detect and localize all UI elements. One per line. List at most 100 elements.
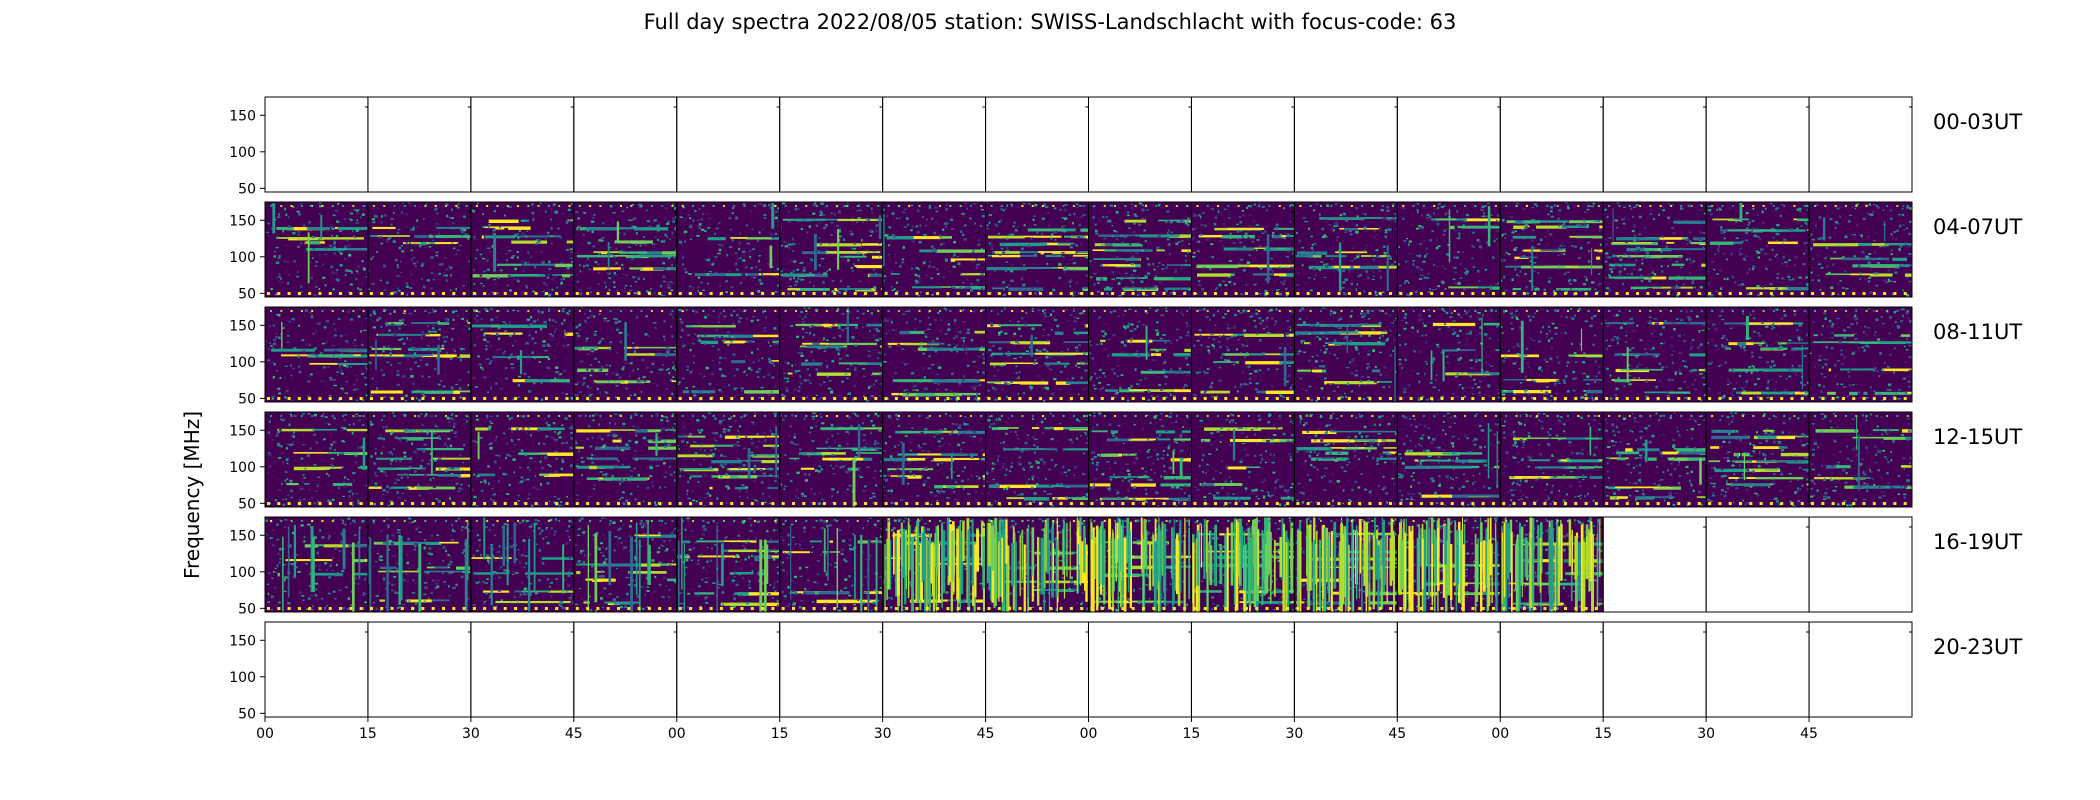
x-tick-label: 15 <box>1594 726 1612 742</box>
x-tick-label: 00 <box>1080 726 1098 742</box>
spectrum-panel <box>676 202 780 297</box>
spectrum-texture <box>882 412 986 506</box>
y-tick-label: 150 <box>229 108 256 124</box>
spectrum-texture <box>574 412 678 507</box>
x-tick-label: 45 <box>1800 726 1818 742</box>
spectrum-texture <box>883 307 987 402</box>
spectrum-texture <box>1193 412 1295 507</box>
y-tick-label: 100 <box>229 460 256 476</box>
spectrum-panel <box>1294 307 1398 402</box>
spectrum-texture <box>1603 202 1707 297</box>
spectrum-panel <box>1706 412 1810 507</box>
panel-frame <box>882 621 987 718</box>
spectrum-panel <box>676 412 780 507</box>
spectrum-texture <box>1706 202 1810 297</box>
spectrum-panel <box>779 202 883 297</box>
panel-frame <box>264 96 369 193</box>
spectrum-texture <box>780 307 884 403</box>
chart-title: Full day spectra 2022/08/05 station: SWI… <box>643 10 1457 34</box>
spectrum-panel <box>882 307 986 402</box>
panel-frame <box>1808 621 1913 718</box>
y-tick-label: 150 <box>229 213 256 229</box>
y-tick-label: 100 <box>229 355 256 371</box>
spectrum-panel <box>1706 307 1810 402</box>
panel-frame <box>676 96 781 193</box>
panel-frame <box>779 621 884 718</box>
spectrum-panel <box>470 307 574 402</box>
spectrum-panel <box>1706 202 1810 297</box>
x-tick-label: 00 <box>256 726 274 742</box>
x-tick-label: 30 <box>462 726 480 742</box>
y-tick-label: 100 <box>229 250 256 266</box>
spectrum-texture <box>1603 310 1708 402</box>
spectrum-texture <box>1706 308 1810 401</box>
panel-frame <box>1602 621 1707 718</box>
panel-frame <box>1705 516 1810 613</box>
spectrum-panel <box>367 202 471 297</box>
y-tick-label: 100 <box>229 565 256 581</box>
panel-frame <box>573 96 678 193</box>
spectrum-panel <box>985 412 1089 507</box>
row-label: 20-23UT <box>1933 635 2022 659</box>
spectrum-texture <box>1501 412 1604 507</box>
x-tick-label: 30 <box>874 726 892 742</box>
spectrum-texture <box>1809 307 1913 401</box>
panel-frame <box>1293 621 1398 718</box>
spectrum-texture <box>265 517 369 612</box>
y-tick-label: 50 <box>238 496 256 512</box>
y-tick-label: 50 <box>238 601 256 617</box>
spectrum-texture <box>1088 307 1192 402</box>
spectrum-texture <box>678 202 781 296</box>
row-label: 04-07UT <box>1933 215 2022 239</box>
spectrum-texture <box>779 412 884 507</box>
panel-frame <box>470 96 575 193</box>
spectrum-panel <box>985 202 1089 297</box>
spectrum-texture <box>266 202 369 297</box>
spectrum-texture <box>575 203 678 297</box>
spectrum-texture <box>471 307 574 401</box>
spectrum-texture <box>1397 202 1502 297</box>
y-tick-label: 100 <box>229 145 256 161</box>
x-tick-label: 45 <box>1388 726 1406 742</box>
spectrum-texture <box>1295 307 1398 402</box>
panel-frame <box>367 621 472 718</box>
spectrum-texture <box>1193 307 1295 400</box>
row-label: 08-11UT <box>1933 320 2022 344</box>
panel-frame <box>1396 96 1501 193</box>
spectrum-panel <box>779 307 883 402</box>
x-tick-label: 15 <box>359 726 377 742</box>
spectrum-texture <box>780 517 883 612</box>
panel-frame <box>1293 96 1398 193</box>
panel-frame <box>1088 96 1192 193</box>
panel-frame <box>1190 621 1295 718</box>
y-tick-label: 150 <box>229 423 256 439</box>
x-tick-label: 15 <box>771 726 789 742</box>
spectrum-texture <box>676 517 780 612</box>
spectrum-texture <box>1090 517 1192 612</box>
y-tick-label: 150 <box>229 633 256 649</box>
spectrum-panel <box>573 202 677 297</box>
spectrum-texture <box>1294 517 1398 612</box>
panel-frame <box>1705 96 1810 193</box>
x-tick-label: 45 <box>977 726 995 742</box>
spectrum-panel <box>1809 412 1912 507</box>
spectrum-panel <box>1809 307 1912 402</box>
panel-frame <box>1808 96 1913 193</box>
panel-frame <box>1088 621 1192 718</box>
panel-frame <box>779 96 884 193</box>
spectrum-texture <box>985 307 1090 402</box>
spectrum-texture <box>1191 517 1296 612</box>
panel-frame <box>573 621 678 718</box>
spectrum-texture <box>1398 307 1501 402</box>
y-tick-label: 50 <box>238 391 256 407</box>
spectrum-texture <box>1397 517 1501 613</box>
panel-frame <box>1602 516 1707 613</box>
spectrum-panel <box>470 202 574 297</box>
panel-frame <box>882 96 987 193</box>
spectrum-panel <box>1191 412 1295 507</box>
row-label: 12-15UT <box>1933 425 2022 449</box>
spectrum-texture <box>1089 202 1192 298</box>
y-tick-label: 50 <box>238 706 256 722</box>
spectrum-panel <box>1397 307 1501 402</box>
panel-frame <box>264 621 369 718</box>
